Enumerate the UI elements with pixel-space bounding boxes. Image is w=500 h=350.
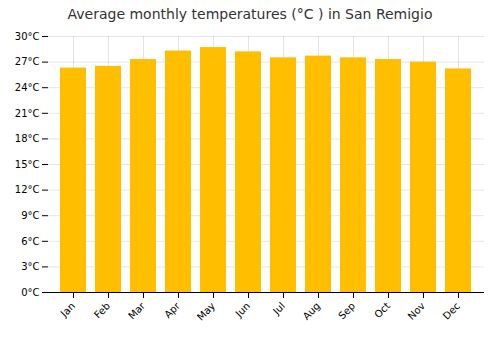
svg-text:6°C: 6°C — [21, 236, 39, 247]
svg-text:Jul: Jul — [270, 300, 287, 317]
svg-text:12°C: 12°C — [15, 184, 40, 195]
svg-text:9°C: 9°C — [21, 210, 39, 221]
svg-text:18°C: 18°C — [15, 133, 40, 144]
svg-text:27°C: 27°C — [15, 56, 40, 67]
svg-text:Jan: Jan — [58, 300, 77, 319]
svg-text:30°C: 30°C — [15, 31, 40, 42]
svg-text:3°C: 3°C — [21, 261, 39, 272]
svg-text:Jun: Jun — [233, 300, 253, 320]
svg-text:Oct: Oct — [372, 300, 392, 320]
svg-text:15°C: 15°C — [15, 159, 40, 170]
svg-text:Aug: Aug — [301, 300, 323, 322]
svg-text:May: May — [195, 300, 217, 322]
svg-text:Apr: Apr — [162, 300, 183, 321]
svg-text:0°C: 0°C — [21, 287, 39, 298]
html-text:Average monthly temperatures (: Average monthly temperatures (°C ) in Sa… — [67, 6, 433, 22]
svg-text:Sep: Sep — [336, 300, 357, 321]
svg-text:Dec: Dec — [441, 300, 462, 321]
svg-text:Feb: Feb — [92, 300, 112, 320]
svg-text:24°C: 24°C — [15, 82, 40, 93]
svg-text:Mar: Mar — [126, 300, 148, 322]
svg-text:Nov: Nov — [406, 300, 428, 322]
svg-text:21°C: 21°C — [15, 108, 40, 119]
